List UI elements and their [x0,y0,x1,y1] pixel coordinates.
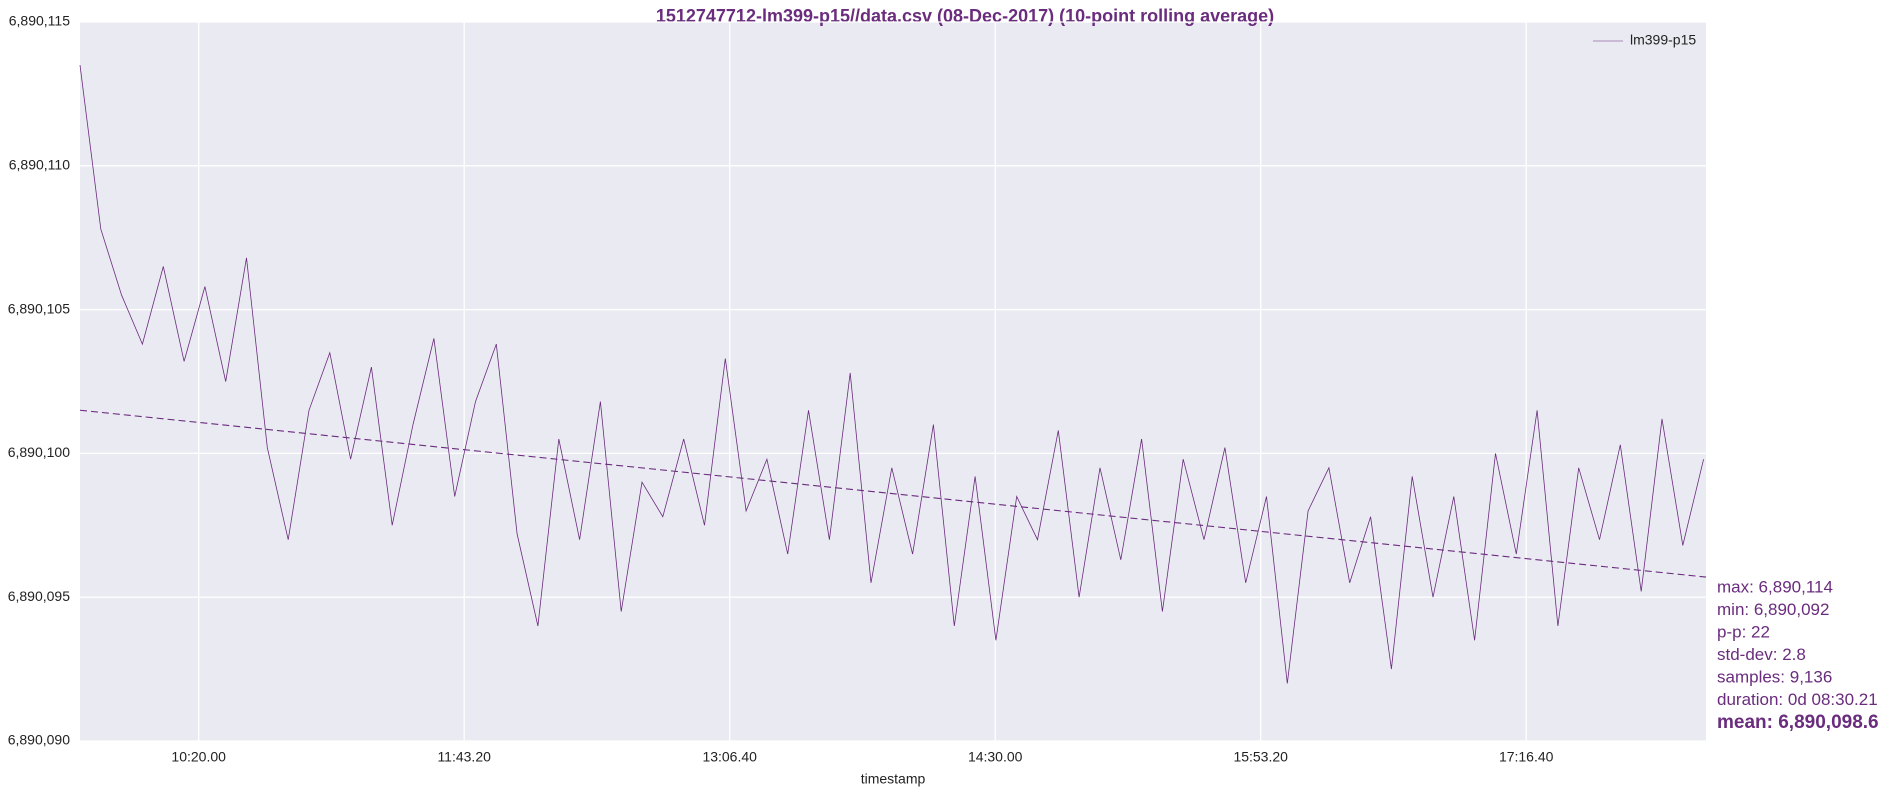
stat-text: p-p: 22 [1717,622,1770,641]
y-tick-label: 6,890,095 [8,588,70,604]
y-tick-label: 6,890,110 [9,157,70,173]
stat-text: duration: 0d 08:30.21 [1717,690,1878,709]
x-tick-label: 14:30.00 [968,749,1023,765]
y-tick-label: 6,890,090 [8,732,70,748]
x-tick-label: 15:53.20 [1233,749,1288,765]
y-tick-label: 6,890,115 [9,13,70,29]
y-tick-label: 6,890,105 [8,300,70,316]
y-tick-label: 6,890,100 [8,444,70,460]
x-tick-label: 13:06.40 [702,749,757,765]
x-tick-label: 10:20.00 [171,749,226,765]
plot-area [80,22,1706,741]
x-axis-label: timestamp [861,771,926,787]
legend-label: lm399-p15 [1630,32,1696,48]
stat-text: max: 6,890,114 [1717,577,1833,596]
chart-title: 1512747712-lm399-p15//data.csv (08-Dec-2… [656,6,1274,26]
data-line [79,65,1704,684]
x-tick-label: 17:16.40 [1499,749,1554,765]
stat-text: mean: 6,890,098.6 [1717,712,1879,733]
trend-line [79,409,1707,578]
x-tick-label: 11:43.20 [437,749,491,765]
stat-text: min: 6,890,092 [1717,600,1829,619]
stat-text: samples: 9,136 [1717,667,1832,686]
stat-text: std-dev: 2.8 [1717,645,1806,664]
